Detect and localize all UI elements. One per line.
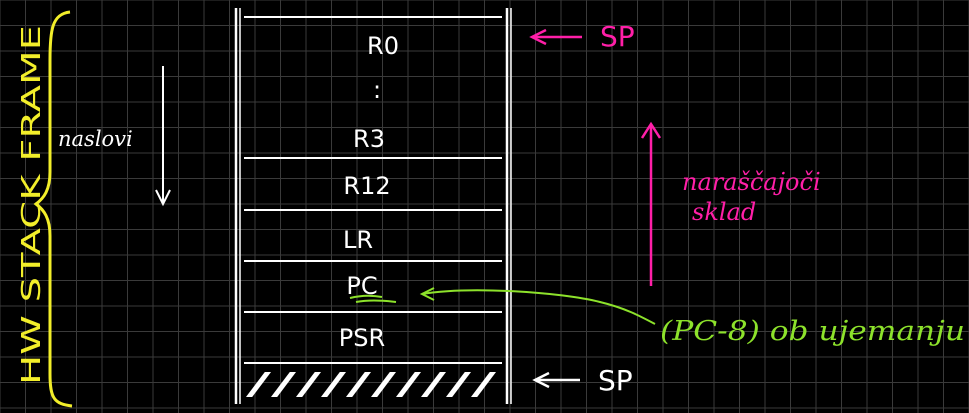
cell-label-lr: LR xyxy=(343,226,373,254)
pc-pointer-head xyxy=(419,287,435,301)
pc-note: (PC-8) ob ujemanju xyxy=(660,316,965,347)
growing-label-line2: sklad xyxy=(692,198,756,226)
pc-underline-squiggle xyxy=(349,294,397,303)
sp-bottom-arrow-head xyxy=(532,371,550,389)
cell-label-r0: R0 xyxy=(367,32,399,60)
cell-label-psr: PSR xyxy=(339,324,385,352)
hw-stack-frame-brace xyxy=(33,10,73,408)
pc-pointer-curve xyxy=(421,289,656,325)
cell-label-dots: : xyxy=(373,76,381,104)
hatch-cell: ////////// xyxy=(246,367,498,402)
growing-label-line1: naraščajoči xyxy=(682,168,821,196)
sp-top-arrow-head xyxy=(529,28,547,46)
naslovi-label: naslovi xyxy=(58,127,133,151)
naslovi-arrow-head xyxy=(155,189,171,207)
growing-arrow-head xyxy=(640,121,662,139)
sp-top-label: SP xyxy=(600,20,635,53)
hw-stack-frame-label: HW STACK FRAME xyxy=(17,25,47,385)
cell-label-r12: R12 xyxy=(343,172,390,200)
sp-bottom-label: SP xyxy=(598,364,633,397)
cell-label-r3: R3 xyxy=(353,125,385,153)
